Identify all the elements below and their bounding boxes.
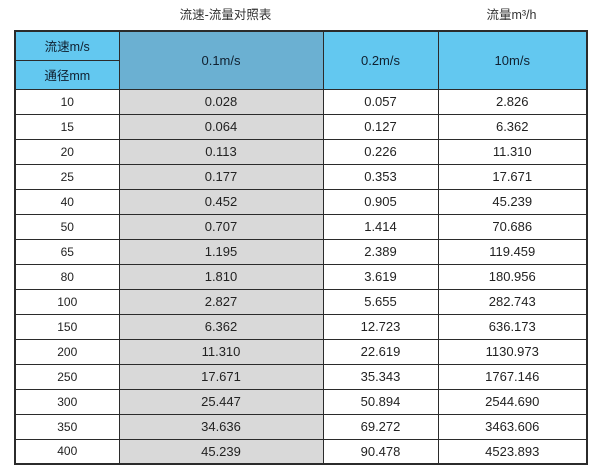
header-row-bottom: 通径mm	[14, 59, 587, 90]
flow-rate-table: 流速m/s 0.1m/s 0.2m/s 10m/s 通径mm 10 0.028 0.…	[14, 30, 588, 465]
cell-flow-value: 45.239	[118, 438, 324, 465]
cell-flow-value: 17.671	[118, 363, 324, 390]
cell-flow-value: 119.459	[437, 238, 588, 265]
cell-diameter: 350	[14, 413, 120, 440]
cell-flow-value: 70.686	[437, 213, 588, 240]
cell-flow-value: 1.414	[322, 213, 439, 240]
cell-diameter: 20	[14, 138, 120, 165]
table-row: 150 6.362 12.723 636.173	[14, 313, 588, 340]
column-header-velocity-0: 0.1m/s	[118, 30, 324, 90]
cell-flow-value: 180.956	[437, 263, 588, 290]
cell-flow-value: 11.310	[118, 338, 324, 365]
cell-flow-value: 0.353	[322, 163, 439, 190]
cell-flow-value: 2.389	[322, 238, 439, 265]
cell-flow-value: 22.619	[322, 338, 439, 365]
table-row: 80 1.810 3.619 180.956	[14, 263, 588, 290]
table-row: 50 0.707 1.414 70.686	[14, 213, 588, 240]
table-row: 40 0.452 0.905 45.239	[14, 188, 588, 215]
cell-diameter: 100	[14, 288, 120, 315]
column-header-velocity-2: 10m/s	[437, 30, 588, 90]
table-row: 200 11.310 22.619 1130.973	[14, 338, 588, 365]
cell-flow-value: 4523.893	[437, 438, 588, 465]
table-title: 流速-流量对照表	[179, 8, 272, 22]
caption-row: 流速-流量对照表 流量m³/h	[14, 0, 586, 30]
cell-flow-value: 0.452	[118, 188, 324, 215]
cell-flow-value: 2544.690	[437, 388, 588, 415]
table-body: 10 0.028 0.057 2.826 15 0.064 0.127 6.362 20 0.11…	[14, 88, 588, 465]
cell-flow-value: 0.113	[118, 138, 324, 165]
cell-flow-value: 636.173	[437, 313, 588, 340]
cell-diameter: 300	[14, 388, 120, 415]
corner-velocity-label: 流速m/s	[14, 30, 120, 61]
cell-flow-value: 6.362	[118, 313, 324, 340]
cell-flow-value: 6.362	[437, 113, 588, 140]
table-row: 100 2.827 5.655 282.743	[14, 288, 588, 315]
cell-diameter: 15	[14, 113, 120, 140]
table-row: 10 0.028 0.057 2.826	[14, 88, 588, 115]
cell-flow-value: 45.239	[437, 188, 588, 215]
cell-flow-value: 35.343	[322, 363, 439, 390]
cell-diameter: 150	[14, 313, 120, 340]
cell-flow-value: 0.028	[118, 88, 324, 115]
cell-flow-value: 34.636	[118, 413, 324, 440]
cell-flow-value: 0.064	[118, 113, 324, 140]
cell-flow-value: 0.226	[322, 138, 439, 165]
header-row-top: 流速m/s 0.1m/s 0.2m/s 10m/s	[14, 30, 588, 90]
cell-flow-value: 69.272	[322, 413, 439, 440]
cell-flow-value: 25.447	[118, 388, 324, 415]
cell-flow-value: 1767.146	[437, 363, 588, 390]
cell-flow-value: 12.723	[322, 313, 439, 340]
cell-flow-value: 3463.606	[437, 413, 588, 440]
cell-diameter: 80	[14, 263, 120, 290]
cell-flow-value: 0.177	[118, 163, 324, 190]
cell-flow-value: 1130.973	[437, 338, 588, 365]
table-row: 20 0.113 0.226 11.310	[14, 138, 588, 165]
cell-diameter: 10	[14, 88, 120, 115]
cell-diameter: 65	[14, 238, 120, 265]
cell-diameter: 50	[14, 213, 120, 240]
cell-flow-value: 50.894	[322, 388, 439, 415]
table-row: 65 1.195 2.389 119.459	[14, 238, 588, 265]
cell-flow-value: 90.478	[322, 438, 439, 465]
cell-flow-value: 5.655	[322, 288, 439, 315]
cell-flow-value: 0.905	[322, 188, 439, 215]
cell-flow-value: 17.671	[437, 163, 588, 190]
cell-diameter: 400	[14, 438, 120, 465]
table-row: 350 34.636 69.272 3463.606	[14, 413, 588, 440]
table-row: 25 0.177 0.353 17.671	[14, 163, 588, 190]
table-row: 250 17.671 35.343 1767.146	[14, 363, 588, 390]
table-header: 流速m/s 0.1m/s 0.2m/s 10m/s 通径mm	[14, 30, 588, 90]
cell-diameter: 200	[14, 338, 120, 365]
cell-flow-value: 2.827	[118, 288, 324, 315]
cell-flow-value: 0.057	[322, 88, 439, 115]
flow-unit-label: 流量m³/h	[486, 8, 537, 22]
corner-diameter-label: 通径mm	[14, 59, 120, 90]
cell-flow-value: 2.826	[437, 88, 588, 115]
cell-flow-value: 11.310	[437, 138, 588, 165]
column-header-velocity-1: 0.2m/s	[322, 30, 439, 90]
cell-flow-value: 282.743	[437, 288, 588, 315]
table-row: 300 25.447 50.894 2544.690	[14, 388, 588, 415]
cell-flow-value: 3.619	[322, 263, 439, 290]
cell-flow-value: 1.195	[118, 238, 324, 265]
cell-diameter: 25	[14, 163, 120, 190]
cell-diameter: 40	[14, 188, 120, 215]
table-row: 15 0.064 0.127 6.362	[14, 113, 588, 140]
cell-diameter: 250	[14, 363, 120, 390]
cell-flow-value: 0.707	[118, 213, 324, 240]
table-row: 400 45.239 90.478 4523.893	[14, 438, 588, 465]
cell-flow-value: 1.810	[118, 263, 324, 290]
cell-flow-value: 0.127	[322, 113, 439, 140]
